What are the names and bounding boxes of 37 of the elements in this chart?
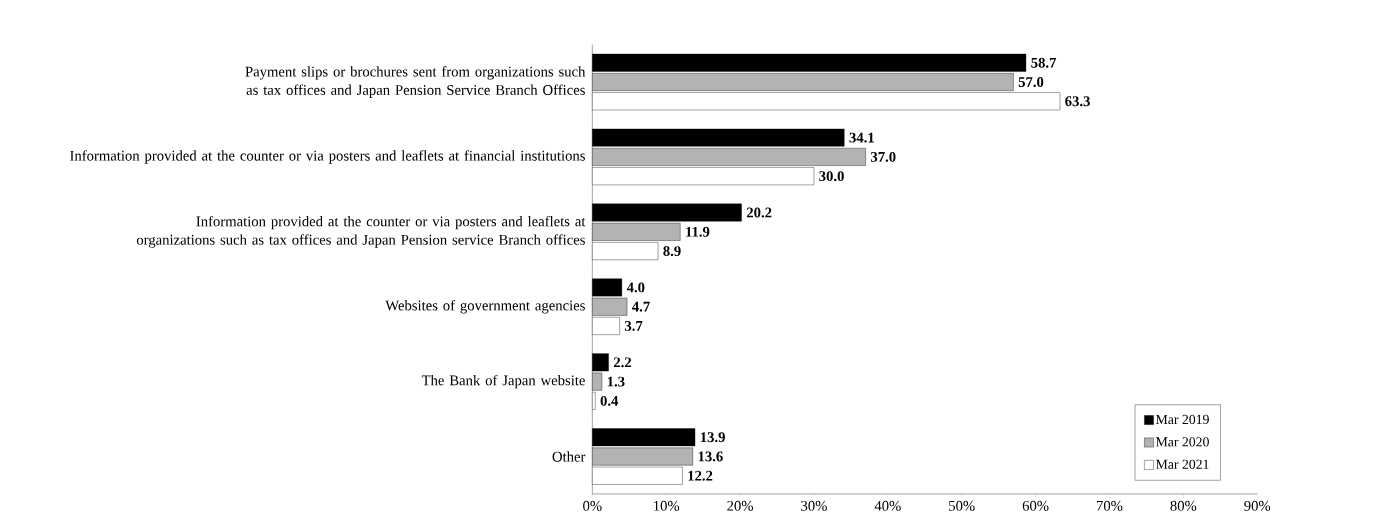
- data-label: 63.3: [1065, 96, 1090, 107]
- data-label: 4.7: [632, 301, 650, 312]
- data-label: 13.9: [700, 432, 725, 443]
- y-tick-label: Other: [552, 451, 586, 462]
- data-label: 34.1: [849, 132, 874, 143]
- data-label: 11.9: [686, 226, 710, 237]
- data-label: 4.0: [626, 282, 645, 293]
- x-tick-label: 50%: [949, 500, 975, 511]
- data-label: 30.0: [819, 171, 844, 182]
- data-label: 37.0: [870, 152, 896, 162]
- x-tick-label: 0%: [583, 500, 602, 511]
- data-label: 57.0: [1018, 77, 1044, 88]
- x-tick-label: 40%: [874, 500, 901, 511]
- data-label: 3.7: [624, 321, 643, 331]
- x-tick-label: 10%: [654, 500, 680, 511]
- legend-label: Mar 2019: [1155, 414, 1209, 425]
- legend-label: Mar 2020: [1155, 437, 1209, 447]
- data-label: 8.9: [663, 246, 681, 257]
- x-tick-label: 30%: [801, 500, 827, 511]
- x-tick-label: 20%: [727, 500, 754, 511]
- data-label: 58.7: [1031, 57, 1057, 68]
- y-tick-label: Payment slips or brochures sent from organizations such as tax offices and Japan Pension Service Branch Offices: [245, 66, 586, 98]
- data-label: 1.3: [607, 376, 625, 387]
- data-label: 12.2: [688, 470, 713, 481]
- y-tick-label: Websites of government agencies: [385, 300, 585, 314]
- x-tick-label: 70%: [1096, 500, 1123, 511]
- y-tick-label: Information provided at the counter or via posters and leaflets at financial institutions: [70, 150, 585, 164]
- x-tick-label: 90%: [1244, 500, 1271, 511]
- y-tick-label: The Bank of Japan website: [421, 374, 585, 389]
- data-label: 20.2: [746, 207, 772, 218]
- legend-label: Mar 2021: [1155, 459, 1209, 470]
- data-label: 13.6: [698, 451, 723, 462]
- data-label: 2.2: [613, 357, 632, 368]
- data-label: 0.4: [600, 395, 619, 406]
- x-tick-label: 80%: [1170, 500, 1197, 511]
- y-tick-label: Information provided at the counter or via posters and leaflets at organizations such as tax offices and Japan Pension service Branch offices: [136, 215, 586, 248]
- x-tick-label: 60%: [1022, 500, 1049, 511]
